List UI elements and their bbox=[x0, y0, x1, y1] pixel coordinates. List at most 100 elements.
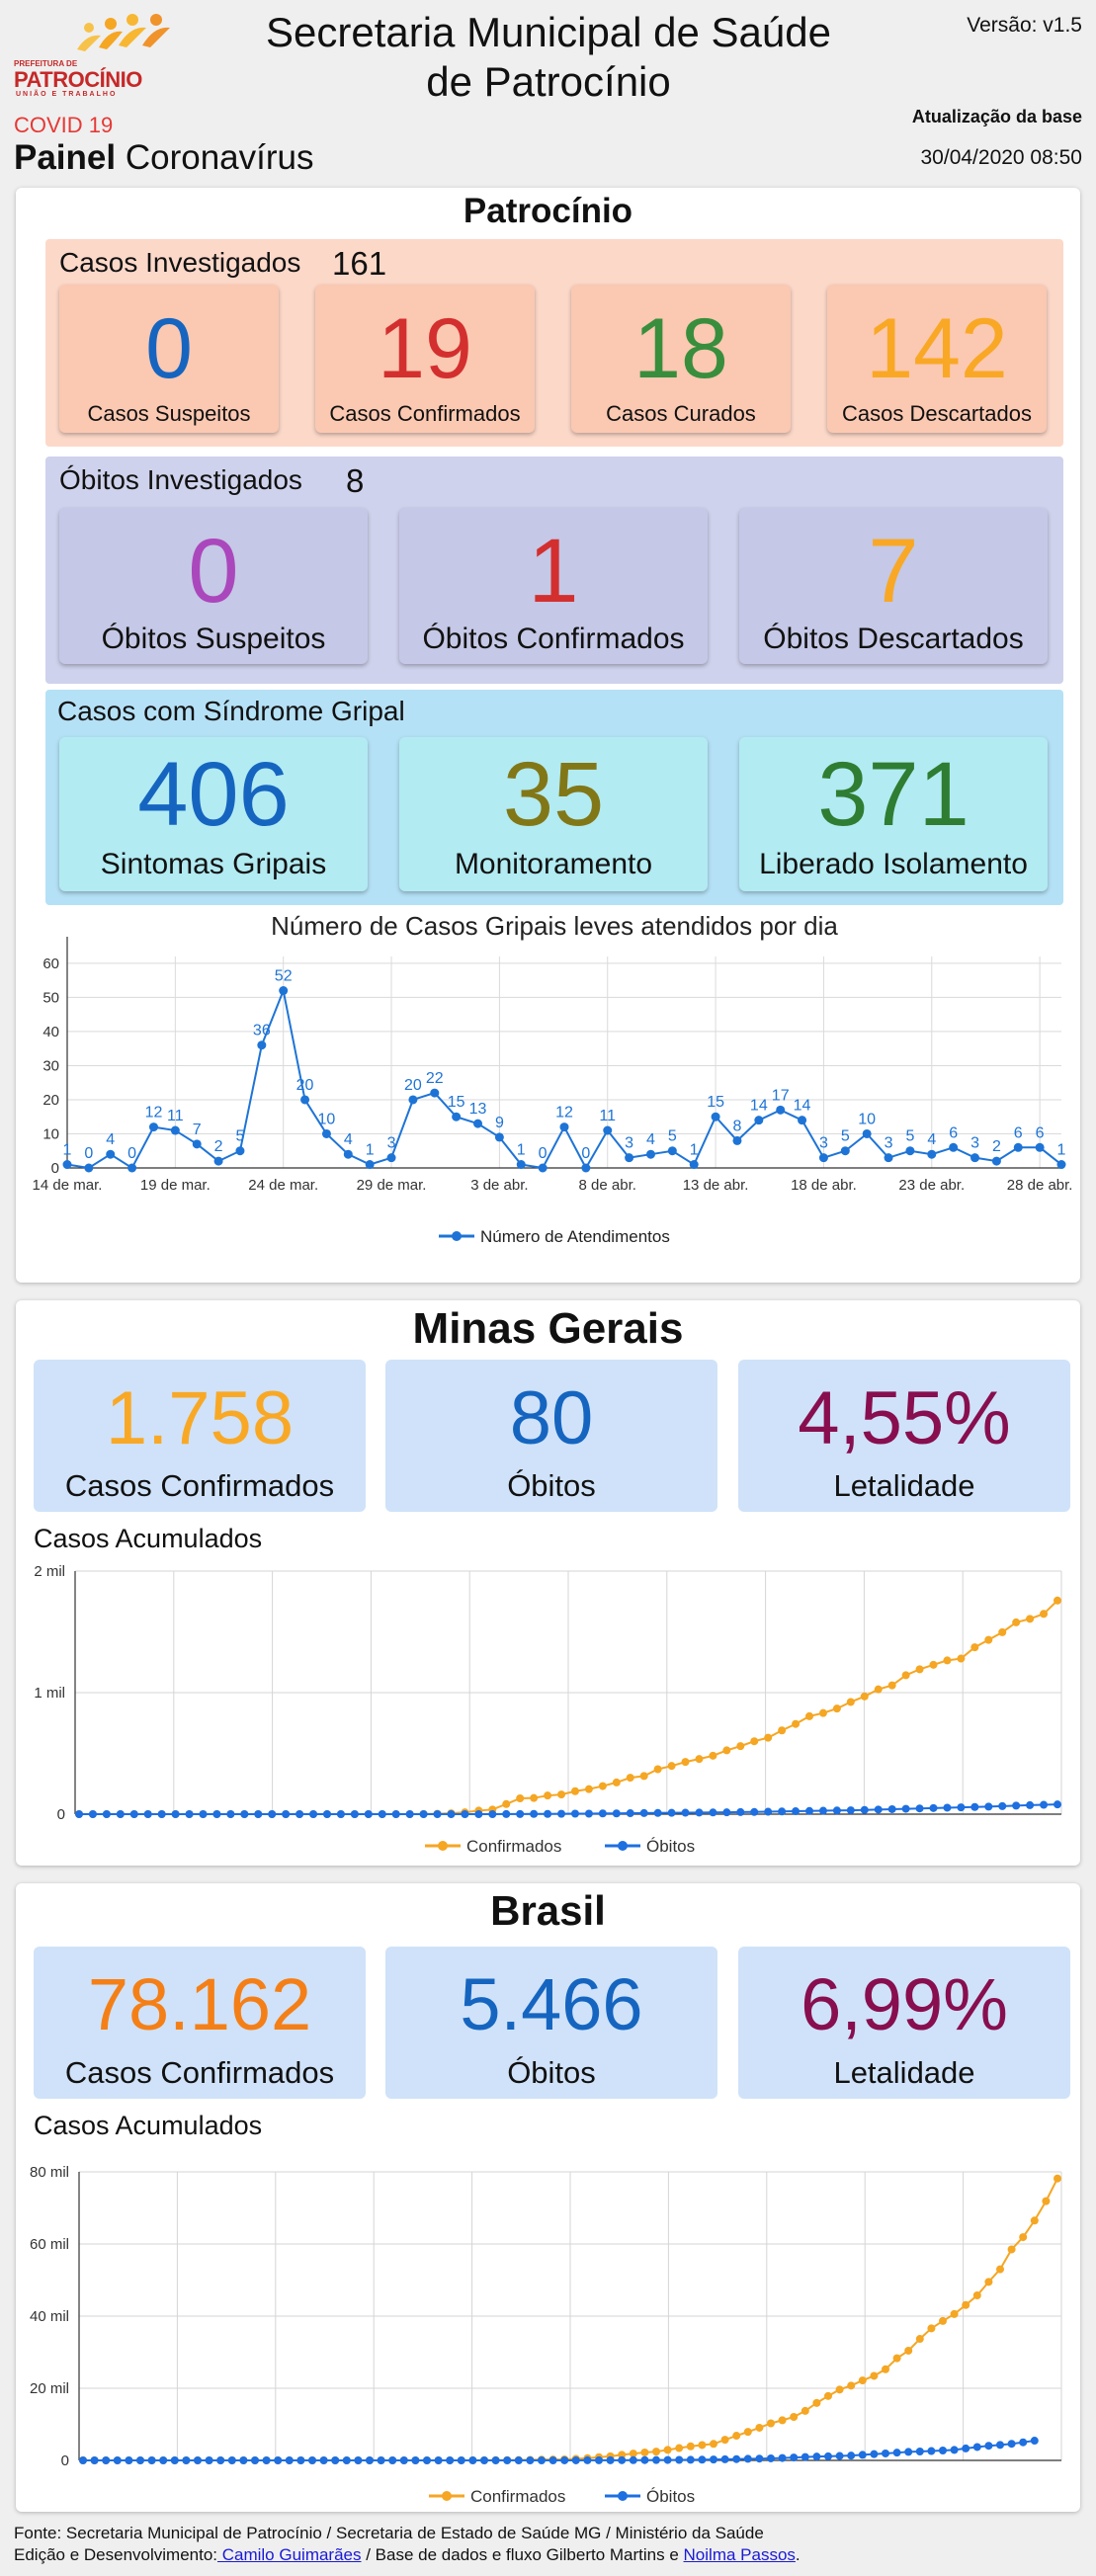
daily-data-label: 8 bbox=[733, 1118, 742, 1134]
minas-lethality-label: Letalidade bbox=[833, 1468, 975, 1503]
footer-link-noilma[interactable]: Noilma Passos bbox=[683, 2545, 796, 2564]
daily-data-label: 36 bbox=[253, 1023, 271, 1039]
minas-point-confirmed bbox=[681, 1758, 690, 1767]
minas-point-confirmed bbox=[653, 1765, 662, 1774]
flu-label: Casos com Síndrome Gripal bbox=[57, 696, 405, 726]
minas-point-deaths bbox=[681, 1808, 690, 1817]
minas-point-confirmed bbox=[639, 1772, 648, 1781]
logo: PREFEITURA DE PATROCÍNIO UNIÃO E TRABALH… bbox=[12, 8, 180, 99]
brasil-point-confirmed bbox=[652, 2448, 660, 2456]
tile-flu-symptoms: 406 Sintomas Gripais bbox=[59, 737, 368, 891]
daily-data-label: 0 bbox=[127, 1145, 136, 1162]
daily-point bbox=[235, 1146, 245, 1156]
brasil-point-deaths bbox=[205, 2456, 213, 2464]
brasil-point-deaths bbox=[251, 2456, 259, 2464]
daily-point bbox=[732, 1135, 742, 1145]
daily-x-tick: 28 de abr. bbox=[1007, 1177, 1073, 1194]
minas-point-deaths bbox=[709, 1808, 717, 1817]
daily-data-label: 0 bbox=[539, 1145, 548, 1162]
daily-data-label: 4 bbox=[344, 1131, 353, 1148]
minas-title: Minas Gerais bbox=[412, 1304, 684, 1353]
daily-point bbox=[494, 1132, 504, 1142]
brasil-point-confirmed bbox=[927, 2324, 936, 2333]
flu-monitoring-value: 35 bbox=[502, 744, 605, 845]
brasil-point-deaths bbox=[663, 2455, 672, 2464]
brasil-point-deaths bbox=[652, 2455, 660, 2464]
brasil-point-deaths bbox=[767, 2453, 775, 2462]
footer-credits-middle: / Base de dados e fluxo Gilberto Martins… bbox=[361, 2545, 684, 2564]
brasil-point-confirmed bbox=[882, 2365, 889, 2373]
minas-point-deaths bbox=[75, 1810, 83, 1818]
brasil-point-deaths bbox=[342, 2456, 351, 2464]
brasil-point-deaths bbox=[285, 2456, 294, 2464]
tile-brasil-deaths: 5.466 Óbitos bbox=[385, 1947, 717, 2099]
brasil-point-deaths bbox=[548, 2455, 557, 2464]
brasil-point-confirmed bbox=[767, 2419, 775, 2428]
footer-source: Fonte: Secretaria Municipal de Patrocíni… bbox=[14, 2524, 764, 2542]
daily-point bbox=[949, 1142, 959, 1152]
brasil-point-confirmed bbox=[698, 2441, 707, 2450]
daily-data-label: 15 bbox=[707, 1094, 724, 1111]
minas-point-confirmed bbox=[667, 1762, 676, 1771]
daily-data-label: 0 bbox=[581, 1145, 590, 1162]
minas-point-deaths bbox=[157, 1810, 166, 1818]
brasil-cumulative-chart: 0 20 mil 40 mil 60 mil 80 mil Confirmados Ób… bbox=[30, 2164, 1062, 2506]
brasil-point-confirmed bbox=[870, 2371, 879, 2380]
brasil-point-deaths bbox=[710, 2455, 717, 2464]
daily-point bbox=[818, 1153, 828, 1163]
daily-data-label: 10 bbox=[858, 1111, 876, 1127]
daily-point bbox=[430, 1088, 440, 1098]
daily-data-label: 15 bbox=[448, 1094, 465, 1111]
brasil-deaths-label: Óbitos bbox=[507, 2055, 596, 2090]
daily-point bbox=[1013, 1142, 1023, 1152]
logo-sub-text: UNIÃO E TRABALHO bbox=[16, 91, 118, 98]
tile-minas-lethality: 4,55% Letalidade bbox=[738, 1360, 1070, 1512]
minas-point-confirmed bbox=[626, 1774, 634, 1783]
brasil-point-confirmed bbox=[939, 2316, 947, 2325]
footer-link-camilo[interactable]: Camilo Guimarães bbox=[217, 2545, 362, 2564]
brasil-point-deaths bbox=[618, 2455, 627, 2464]
brasil-point-confirmed bbox=[812, 2398, 821, 2407]
daily-data-label: 4 bbox=[927, 1131, 936, 1148]
daily-point bbox=[213, 1156, 223, 1166]
minas-lethality-value: 4,55% bbox=[798, 1376, 1011, 1460]
daily-x-tick: 23 de abr. bbox=[898, 1177, 965, 1194]
minas-point-deaths bbox=[447, 1810, 456, 1818]
brasil-point-confirmed bbox=[778, 2416, 787, 2425]
minas-point-deaths bbox=[832, 1806, 841, 1815]
logo-top-text: PREFEITURA DE bbox=[14, 59, 78, 68]
brasil-point-confirmed bbox=[755, 2423, 764, 2432]
brasil-point-deaths bbox=[915, 2448, 924, 2456]
minas-point-deaths bbox=[185, 1810, 194, 1818]
brasil-confirmed-label: Casos Confirmados bbox=[64, 2055, 335, 2090]
daily-point bbox=[473, 1119, 483, 1128]
minas-point-deaths bbox=[736, 1807, 745, 1816]
brasil-point-deaths bbox=[388, 2456, 397, 2464]
brasil-point-deaths bbox=[354, 2456, 363, 2464]
daily-data-label: 17 bbox=[772, 1087, 790, 1104]
cases-cured-value: 18 bbox=[633, 301, 728, 396]
daily-point bbox=[192, 1139, 202, 1149]
minas-point-deaths bbox=[695, 1808, 704, 1817]
brasil-point-confirmed bbox=[1030, 2216, 1039, 2225]
minas-point-deaths bbox=[171, 1810, 180, 1818]
covid-label: COVID 19 bbox=[14, 113, 114, 137]
brasil-confirmed-value: 78.162 bbox=[87, 1963, 312, 2045]
minas-point-confirmed bbox=[722, 1746, 731, 1755]
brasil-point-deaths bbox=[159, 2456, 168, 2464]
daily-point bbox=[516, 1160, 526, 1170]
daily-data-label: 5 bbox=[236, 1128, 245, 1145]
brasil-y-tick: 0 bbox=[61, 2452, 69, 2469]
daily-cases-chart: Número de Casos Gripais leves atendidos … bbox=[33, 911, 1073, 1246]
tile-deaths-suspected: 0 Óbitos Suspeitos bbox=[59, 508, 368, 664]
deaths-suspected-value: 0 bbox=[188, 521, 239, 622]
daily-data-label: 12 bbox=[145, 1105, 163, 1122]
brasil-legend-deaths: Óbitos bbox=[646, 2487, 695, 2506]
minas-point-confirmed bbox=[874, 1685, 883, 1694]
brasil-point-deaths bbox=[595, 2455, 603, 2464]
brasil-point-deaths bbox=[790, 2453, 799, 2462]
cases-cured-label: Casos Curados bbox=[606, 401, 756, 426]
daily-x-tick: 8 de abr. bbox=[579, 1177, 636, 1194]
brasil-point-deaths bbox=[720, 2454, 729, 2463]
minas-point-confirmed bbox=[1040, 1610, 1049, 1619]
